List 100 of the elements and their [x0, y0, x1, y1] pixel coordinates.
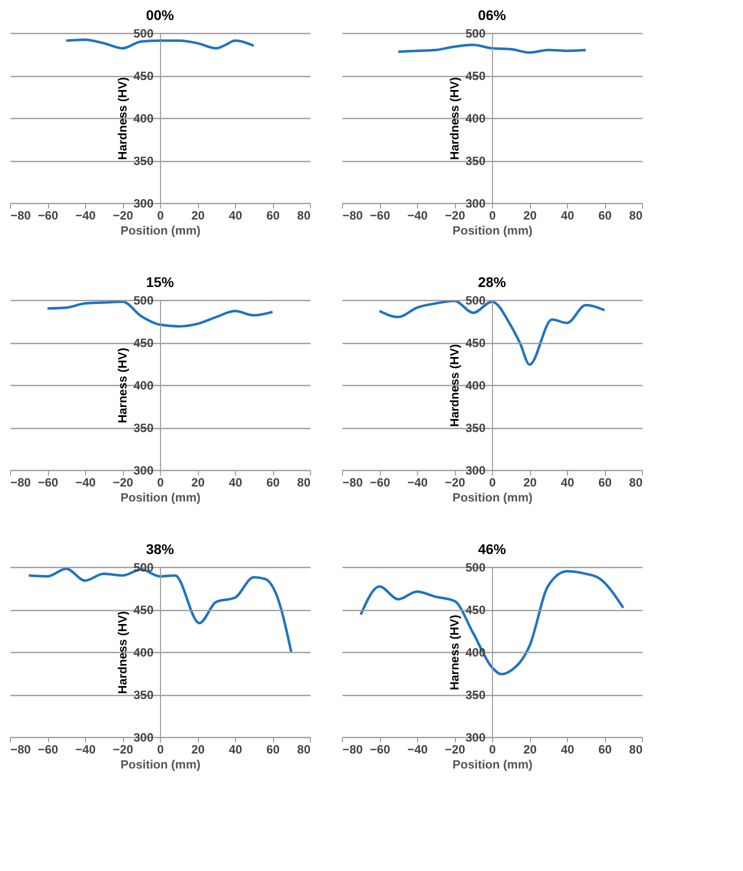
x-tick-label: −80 — [10, 742, 32, 756]
x-tick-label: 0 — [489, 476, 496, 490]
x-tick-label: 40 — [560, 742, 574, 756]
x-axis-title: Position (mm) — [120, 490, 200, 504]
x-tick-label: 80 — [629, 208, 643, 222]
y-tick-label: 300 — [465, 464, 486, 478]
x-tick-label: 60 — [266, 476, 280, 490]
line-series — [397, 44, 587, 54]
y-axis-title: Harness (HV) — [447, 614, 462, 690]
x-tick-label: 80 — [297, 208, 311, 222]
x-tick-label: 20 — [191, 742, 205, 756]
y-tick-label: 450 — [465, 336, 486, 350]
y-tick-label: 350 — [133, 688, 154, 702]
x-tick-label: 40 — [560, 476, 574, 490]
x-tick-label: 40 — [228, 476, 242, 490]
y-tick-label: 300 — [465, 196, 486, 210]
x-tick-label: −40 — [75, 208, 96, 222]
y-tick-label: 500 — [465, 26, 486, 40]
y-tick-label: 300 — [465, 730, 486, 744]
x-tick-label: −40 — [75, 476, 96, 490]
x-tick-label: 80 — [297, 476, 311, 490]
y-tick-label: 350 — [465, 688, 486, 702]
y-axis-title: Harness (HV) — [115, 348, 130, 424]
y-tick-label: 400 — [133, 646, 154, 660]
chart-title: 46% — [478, 541, 507, 557]
y-tick-label: 350 — [465, 421, 486, 435]
x-tick-label: 0 — [489, 742, 496, 756]
x-tick-label: 80 — [297, 742, 311, 756]
x-tick-label: 60 — [598, 476, 612, 490]
x-tick-label: −20 — [444, 742, 466, 756]
chart-title: 06% — [478, 7, 507, 23]
y-tick-label: 400 — [465, 112, 486, 126]
x-tick-label: 60 — [598, 742, 612, 756]
x-tick-label: −80 — [10, 476, 32, 490]
x-axis-title: Position (mm) — [452, 490, 532, 504]
x-tick-label: 0 — [157, 476, 164, 490]
x-tick-label: 80 — [629, 476, 643, 490]
x-tick-label: 40 — [228, 208, 242, 222]
y-tick-label: 450 — [133, 69, 154, 83]
x-tick-label: −40 — [407, 476, 428, 490]
x-axis-title: Position (mm) — [452, 758, 532, 772]
x-tick-label: −80 — [342, 476, 364, 490]
y-tick-label: 400 — [133, 378, 154, 392]
x-tick-label: −20 — [112, 742, 134, 756]
y-axis-title: Hardness (HV) — [115, 77, 130, 160]
x-tick-label: −40 — [75, 742, 96, 756]
x-tick-label: 60 — [266, 742, 280, 756]
x-tick-label: −20 — [444, 476, 466, 490]
x-tick-label: 20 — [523, 742, 537, 756]
y-tick-label: 500 — [133, 26, 154, 40]
x-tick-label: −40 — [407, 208, 428, 222]
x-tick-label: −60 — [370, 742, 390, 756]
y-tick-label: 300 — [133, 196, 154, 210]
y-tick-label: 300 — [133, 464, 154, 478]
x-tick-label: −80 — [342, 208, 364, 222]
x-tick-label: −60 — [38, 742, 58, 756]
x-tick-label: 0 — [157, 742, 164, 756]
y-tick-label: 400 — [465, 378, 486, 392]
x-tick-label: 0 — [157, 208, 164, 222]
y-tick-label: 450 — [133, 336, 154, 350]
x-tick-label: −60 — [370, 476, 390, 490]
x-tick-label: −80 — [10, 208, 32, 222]
x-axis-title: Position (mm) — [452, 224, 532, 238]
y-tick-label: 350 — [465, 154, 486, 168]
y-tick-label: 400 — [133, 112, 154, 126]
y-tick-label: 500 — [465, 294, 486, 308]
y-tick-label: 500 — [133, 294, 154, 308]
x-tick-label: 20 — [191, 208, 205, 222]
x-tick-label: 80 — [629, 742, 643, 756]
y-tick-label: 450 — [465, 69, 486, 83]
x-tick-label: 20 — [191, 476, 205, 490]
x-tick-label: 60 — [598, 208, 612, 222]
x-tick-label: 40 — [560, 208, 574, 222]
chart-title: 28% — [478, 274, 507, 290]
x-tick-label: −60 — [38, 208, 58, 222]
x-tick-label: −20 — [444, 208, 466, 222]
x-tick-label: 40 — [228, 742, 242, 756]
x-tick-label: −60 — [38, 476, 58, 490]
x-tick-label: −40 — [407, 742, 428, 756]
x-tick-label: 60 — [266, 208, 280, 222]
x-tick-label: 20 — [523, 208, 537, 222]
x-tick-label: −20 — [112, 208, 134, 222]
chart-title: 00% — [146, 7, 175, 23]
y-tick-label: 300 — [133, 730, 154, 744]
y-tick-label: 450 — [133, 603, 154, 617]
chart-title: 38% — [146, 541, 175, 557]
y-tick-label: 400 — [465, 646, 486, 660]
y-tick-label: 500 — [465, 560, 486, 574]
x-tick-label: 20 — [523, 476, 537, 490]
line-series — [65, 38, 255, 50]
y-tick-label: 350 — [133, 421, 154, 435]
x-tick-label: −60 — [370, 208, 390, 222]
y-tick-label: 450 — [465, 603, 486, 617]
x-axis-title: Position (mm) — [120, 224, 200, 238]
x-axis-title: Position (mm) — [120, 758, 200, 772]
y-tick-label: 350 — [133, 154, 154, 168]
y-axis-title: Hardness (HV) — [447, 77, 462, 160]
y-axis-title: Hardness (HV) — [115, 611, 130, 694]
x-tick-label: 0 — [489, 208, 496, 222]
x-tick-label: −80 — [342, 742, 364, 756]
